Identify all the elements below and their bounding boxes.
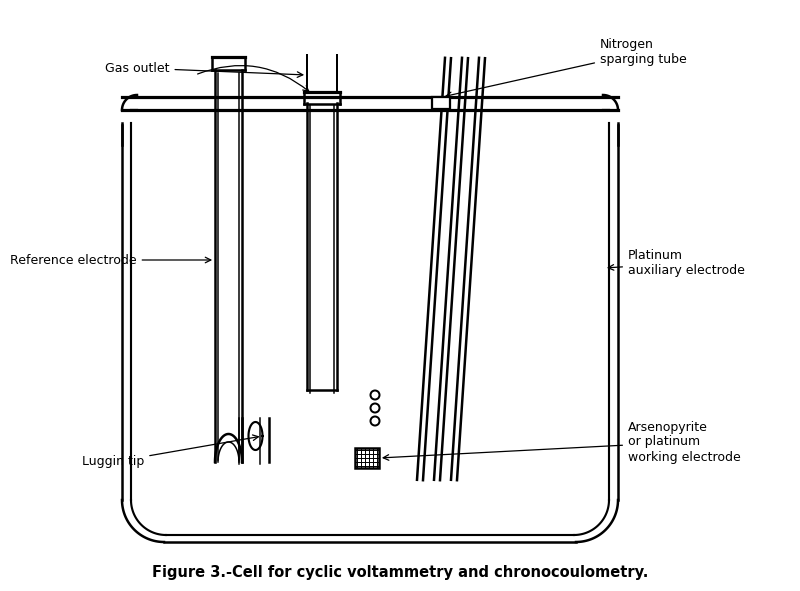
- Text: Reference electrode: Reference electrode: [10, 254, 211, 267]
- Text: Luggin tip: Luggin tip: [82, 435, 258, 469]
- Bar: [432, 97, 450, 109]
- Text: Arsenopyrite
or platinum
working electrode: Arsenopyrite or platinum working electro…: [383, 421, 741, 463]
- Text: Figure 3.-Cell for cyclic voltammetry and chronocoulometry.: Figure 3.-Cell for cyclic voltammetry an…: [152, 566, 648, 580]
- Bar: [355, 448, 379, 468]
- Text: Platinum
auxiliary electrode: Platinum auxiliary electrode: [608, 249, 745, 277]
- Text: Gas outlet: Gas outlet: [105, 61, 303, 77]
- Text: Nitrogen
sparging tube: Nitrogen sparging tube: [446, 38, 686, 98]
